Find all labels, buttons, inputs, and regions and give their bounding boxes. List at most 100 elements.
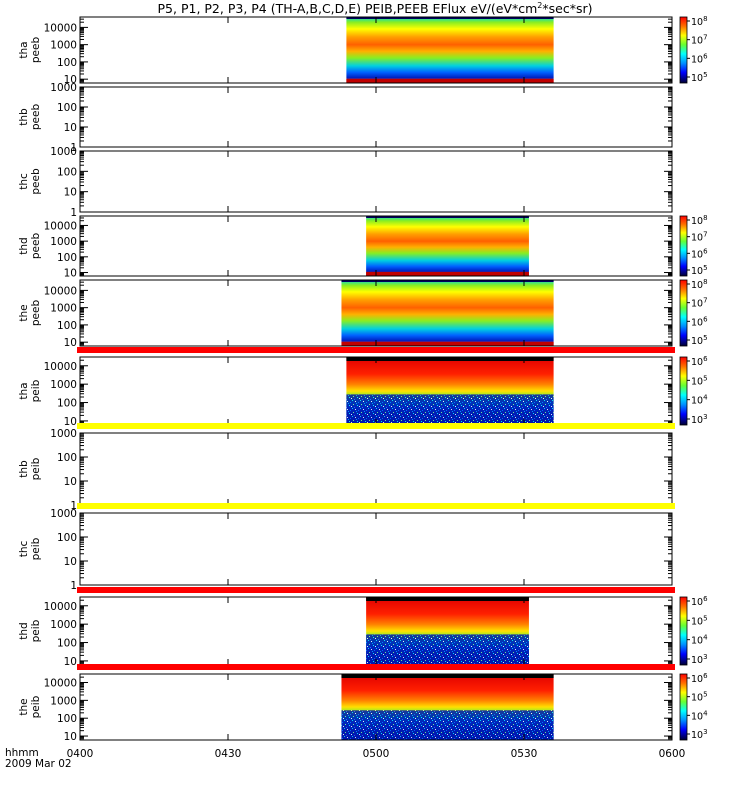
colorbar-thd-peeb	[679, 215, 688, 277]
panel-the-peeb: 10 100 1000 10000 the peeb 108 107 106 105	[18, 278, 708, 349]
spectrogram-topline-the	[341, 280, 554, 282]
y-tick-label: 100	[57, 532, 77, 544]
panel-thb-peeb: 1 10 100 1000 thb peeb	[18, 82, 673, 154]
y-label-probe: thc	[18, 541, 30, 558]
x-tick-label: 0430	[215, 748, 242, 760]
y-label-probe: thb	[18, 460, 30, 478]
panel-frame-thb-peeb	[79, 86, 673, 148]
y-tick-label: 100	[57, 452, 77, 464]
x-axis-label-hhmm: hhmm	[5, 747, 39, 759]
y-label-probe: tha	[18, 41, 30, 58]
y-tick-label: 100	[57, 638, 77, 650]
colorbar-label: 105	[691, 264, 708, 277]
y-label-probe: the	[18, 304, 30, 321]
y-tick-label: 10	[64, 337, 77, 349]
spectrogram-bottomline-thd	[366, 272, 529, 276]
spectrogram-tha-peeb	[346, 17, 554, 83]
panel-tha-peib: 10 100 1000 10000 tha peib 106 105 104 103	[18, 347, 708, 428]
colorbar-label: 106	[691, 595, 708, 608]
status-bar-thc-peib	[77, 503, 675, 509]
y-label-product: peib	[30, 379, 42, 402]
panel-frame-thb-peib	[79, 432, 673, 506]
colorbar-label: 104	[691, 634, 708, 647]
y-tick-label: 10000	[44, 220, 77, 232]
colorbar-the-peeb	[679, 279, 688, 347]
y-tick-label: 10	[64, 731, 77, 743]
y-tick-label: 1	[70, 500, 77, 512]
y-tick-label: 10000	[44, 361, 77, 373]
colorbar-label: 103	[691, 653, 708, 666]
panel-frame-thc-peeb	[79, 150, 673, 213]
y-tick-label: 1000	[50, 428, 77, 440]
colorbar-the-peib	[679, 673, 688, 741]
y-label-product: peeb	[30, 37, 42, 64]
spectrogram-topline-the	[341, 674, 554, 678]
colorbar-label: 107	[691, 231, 708, 244]
colorbar-label: 108	[691, 214, 708, 227]
y-tick-label: 10	[64, 476, 77, 488]
y-label-product: peib	[30, 457, 42, 480]
colorbar-label: 108	[691, 278, 708, 291]
spectrogram-topline-thd	[366, 216, 529, 218]
y-tick-label: 100	[57, 252, 77, 264]
colorbar-label: 103	[691, 413, 708, 426]
spectrogram-topline-tha	[346, 17, 554, 19]
x-tick-label: 0400	[67, 748, 94, 760]
y-tick-label: 100	[57, 320, 77, 332]
colorbar-label: 106	[691, 672, 708, 685]
y-tick-label: 10000	[44, 22, 77, 34]
x-tick-label: 0600	[659, 748, 686, 760]
y-label-product: peib	[30, 537, 42, 560]
colorbar-label: 106	[691, 355, 708, 368]
colorbar-label: 107	[691, 34, 708, 47]
y-tick-label: 10000	[44, 285, 77, 297]
y-label-probe: thd	[18, 237, 30, 254]
panel-thb-peib: 1 10 100 1000 thb peib	[18, 423, 675, 512]
y-label-product: peib	[30, 695, 42, 718]
y-tick-label: 10	[64, 122, 77, 134]
colorbar-tha-peib	[679, 356, 688, 426]
panel-thc-peib: 1 10 100 1000 thc peib	[18, 503, 675, 592]
colorbar-label: 104	[691, 709, 708, 722]
colorbar-label: 108	[691, 15, 708, 28]
spectrogram-bottomline-tha	[346, 79, 554, 83]
y-tick-label: 100	[57, 713, 77, 725]
panel-tha-peeb: 10 100 1000 10000 tha peeb 108 107 106 105	[18, 15, 708, 86]
y-tick-label: 1000	[50, 236, 77, 248]
y-tick-label: 100	[57, 57, 77, 69]
y-tick-label: 10	[64, 74, 77, 86]
y-label-product: peeb	[30, 104, 42, 131]
colorbar-label: 105	[691, 614, 708, 627]
y-label-probe: thb	[18, 108, 30, 126]
spectrogram-topline-tha	[346, 357, 554, 361]
x-axis-label-date: 2009 Mar 02	[5, 758, 72, 770]
y-tick-label: 100	[57, 398, 77, 410]
y-label-product: peeb	[30, 300, 42, 327]
colorbar-label: 103	[691, 728, 708, 741]
y-tick-label: 1000	[50, 619, 77, 631]
spectrogram-noise-thd	[366, 634, 529, 665]
y-tick-label: 100	[57, 102, 77, 114]
panel-the-peib: 10 100 1000 10000 the peib 106 105 104 103	[18, 664, 708, 743]
status-bar-thb-peib	[77, 423, 675, 429]
colorbar-thd-peib	[679, 596, 688, 666]
y-label-probe: thd	[18, 622, 30, 639]
colorbar-label: 106	[691, 315, 708, 328]
panel-thd-peib: 10 100 1000 10000 thd peib 106 105 104 103	[18, 587, 708, 668]
colorbar-tha-peeb	[679, 16, 688, 84]
colorbar-label: 106	[691, 247, 708, 260]
colorbar-label: 104	[691, 394, 708, 407]
y-tick-label: 10000	[44, 601, 77, 613]
y-label-probe: thc	[18, 173, 30, 190]
colorbar-label: 105	[691, 334, 708, 347]
y-tick-label: 1	[70, 207, 77, 219]
x-tick-label: 0530	[511, 748, 538, 760]
y-tick-label: 1000	[50, 146, 77, 158]
panel-thd-peeb: 10 100 1000 10000 thd peeb 108 107 106 105	[18, 214, 708, 280]
y-label-probe: the	[18, 698, 30, 715]
colorbar-label: 106	[691, 52, 708, 65]
y-tick-label: 10	[64, 416, 77, 428]
panel-frame-thc-peib	[79, 512, 673, 586]
y-label-product: peeb	[30, 168, 42, 195]
